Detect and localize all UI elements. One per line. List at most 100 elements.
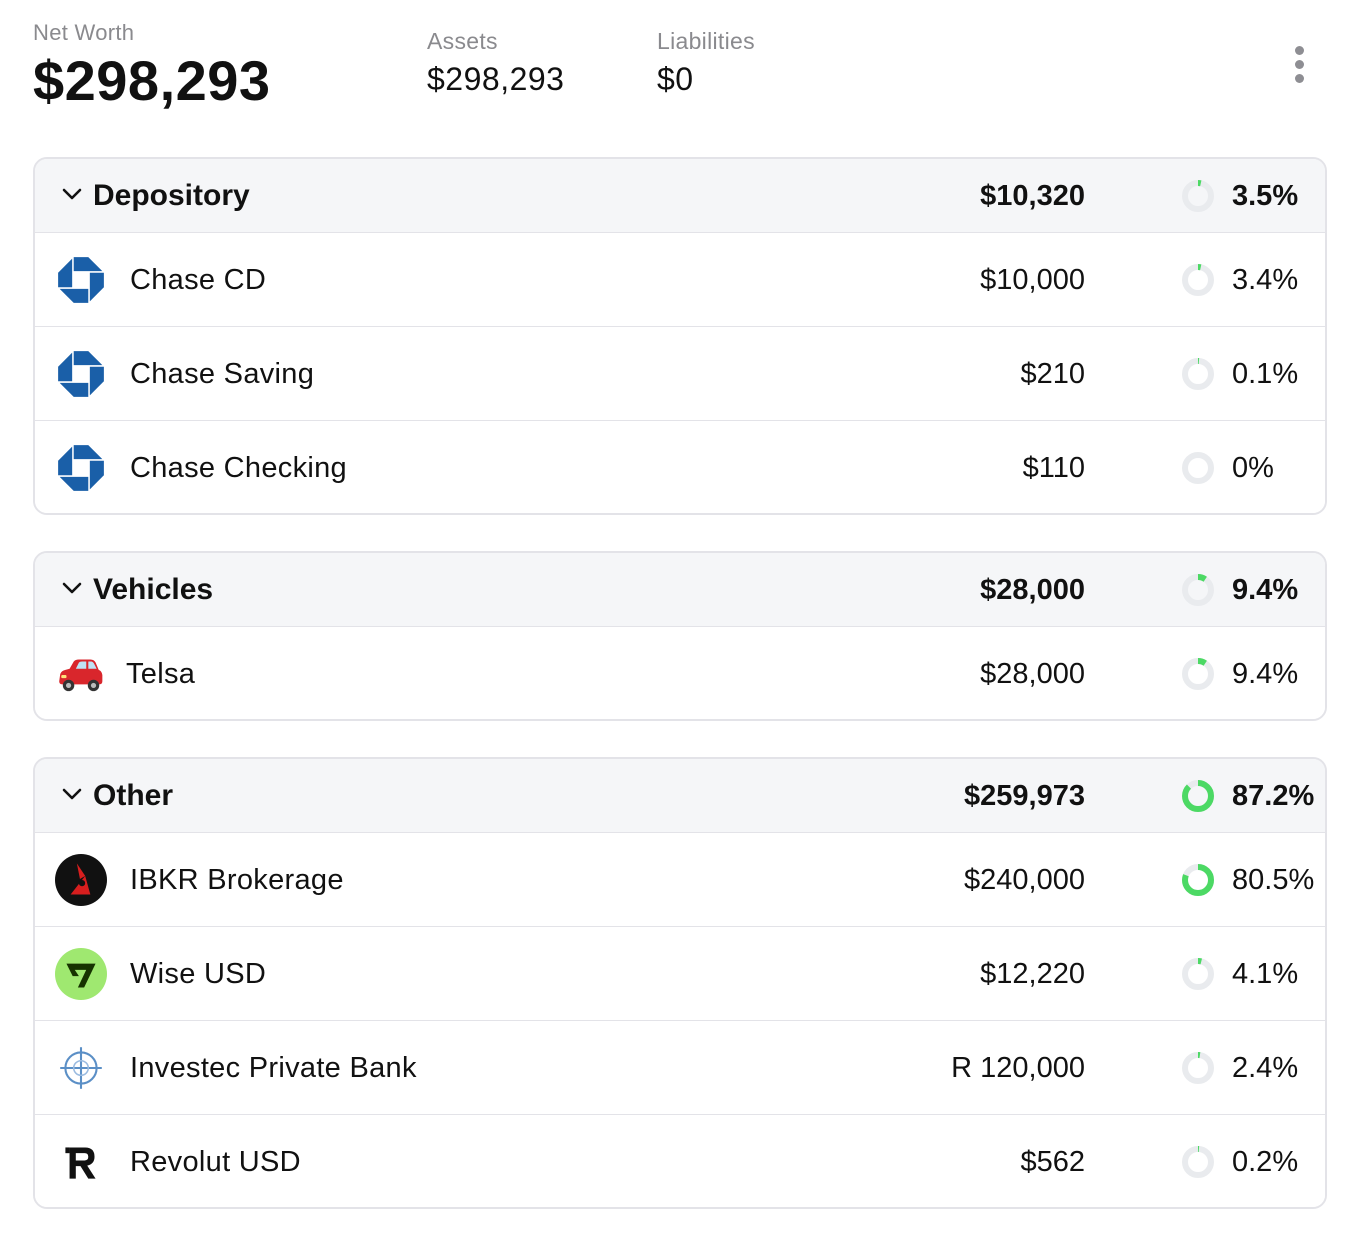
pie-track <box>1182 958 1214 990</box>
group-name: Other <box>93 779 174 812</box>
account-amount: $562 <box>1020 1146 1085 1178</box>
net-worth-block: Net Worth $298,293 <box>33 20 271 113</box>
group-header-vehicles[interactable]: Vehicles $28,000 9.4% <box>35 553 1325 627</box>
account-amount: $110 <box>1022 452 1085 484</box>
account-percent: 4.1% <box>1232 958 1299 990</box>
group-depository: Depository $10,320 3.5% Chase CD $10,000… <box>33 157 1327 515</box>
assets-label: Assets <box>427 28 498 54</box>
account-percent: 80.5% <box>1232 864 1315 896</box>
account-name: Chase Checking <box>130 452 347 484</box>
allocation-pie-icon <box>1182 452 1214 484</box>
account-name: Investec Private Bank <box>130 1052 417 1084</box>
account-row-telsa[interactable]: Telsa $28,000 9.4% <box>35 627 1325 719</box>
account-name: Revolut USD <box>130 1146 301 1178</box>
pie-slice <box>1182 180 1214 212</box>
pie-slice <box>1182 264 1214 296</box>
group-total: $28,000 <box>980 574 1085 606</box>
pie-track <box>1182 1146 1214 1178</box>
pie-slice <box>1182 358 1214 390</box>
account-row-ibkr-brokerage[interactable]: IBKR Brokerage $240,000 80.5% <box>35 833 1325 927</box>
pie-track <box>1182 1052 1214 1084</box>
chevron-down-icon <box>62 582 82 594</box>
group-percent: 3.5% <box>1232 180 1299 212</box>
liabilities-label: Liabilities <box>657 28 755 54</box>
pie-track <box>1182 264 1214 296</box>
allocation-pie-icon <box>1182 1146 1214 1178</box>
allocation-pie-icon <box>1182 180 1214 212</box>
account-row-chase-saving[interactable]: Chase Saving $210 0.1% <box>35 327 1325 421</box>
group-name: Depository <box>93 179 250 212</box>
red-car-icon <box>59 659 103 692</box>
pie-slice <box>1182 1146 1214 1178</box>
allocation-pie-icon <box>1182 1052 1214 1084</box>
group-percent: 9.4% <box>1232 574 1299 606</box>
allocation-pie-icon <box>1182 574 1214 606</box>
allocation-pie-icon <box>1182 658 1214 690</box>
account-name: Chase Saving <box>130 358 315 390</box>
account-amount: $240,000 <box>964 864 1085 896</box>
group-header-depository[interactable]: Depository $10,320 3.5% <box>35 159 1325 233</box>
allocation-pie-icon <box>1182 958 1214 990</box>
account-amount: $210 <box>1020 358 1085 390</box>
allocation-pie-icon <box>1182 864 1214 896</box>
net-worth-summary: Net Worth $298,293 Assets $298,293 Liabi… <box>0 0 1368 130</box>
account-percent: 0.1% <box>1232 358 1299 390</box>
allocation-pie-icon <box>1182 780 1214 812</box>
investec-logo-icon <box>60 1047 102 1089</box>
net-worth-value: $298,293 <box>33 49 271 112</box>
account-row-chase-cd[interactable]: Chase CD $10,000 3.4% <box>35 233 1325 327</box>
chase-logo-icon <box>58 257 104 303</box>
account-row-wise-usd[interactable]: Wise USD $12,220 4.1% <box>35 927 1325 1021</box>
group-total: $259,973 <box>964 780 1085 812</box>
more-dot-icon <box>1295 46 1304 55</box>
group-total: $10,320 <box>980 180 1085 212</box>
account-amount: $12,220 <box>980 958 1085 990</box>
pie-slice <box>1182 658 1214 690</box>
group-other: Other $259,973 87.2% IBKR Brokerage $240… <box>33 757 1327 1209</box>
pie-track <box>1182 574 1214 606</box>
account-percent: 0% <box>1232 452 1274 484</box>
account-name: IBKR Brokerage <box>130 864 344 896</box>
net-worth-label: Net Worth <box>33 20 135 45</box>
pie-slice <box>1182 780 1214 812</box>
account-name: Chase CD <box>130 264 267 296</box>
allocation-pie-icon <box>1182 358 1214 390</box>
more-dot-icon <box>1295 74 1304 83</box>
pie-track <box>1182 358 1214 390</box>
liabilities-block: Liabilities $0 <box>657 28 755 98</box>
account-percent: 0.2% <box>1232 1146 1299 1178</box>
revolut-logo-icon <box>65 1147 96 1179</box>
account-row-revolut-usd[interactable]: Revolut USD $562 0.2% <box>35 1115 1325 1207</box>
group-percent: 87.2% <box>1232 780 1315 812</box>
account-row-investec-private-bank[interactable]: Investec Private Bank R 120,000 2.4% <box>35 1021 1325 1115</box>
pie-track <box>1182 180 1214 212</box>
group-name: Vehicles <box>93 573 214 606</box>
pie-slice <box>1182 574 1214 606</box>
liabilities-value: $0 <box>657 61 694 97</box>
chase-logo-icon <box>58 445 104 491</box>
account-row-chase-checking[interactable]: Chase Checking $110 0% <box>35 421 1325 513</box>
account-percent: 9.4% <box>1232 658 1299 690</box>
wise-logo-icon <box>55 948 107 1000</box>
pie-track <box>1182 658 1214 690</box>
assets-block: Assets $298,293 <box>427 28 564 98</box>
more-dot-icon <box>1295 60 1304 69</box>
account-amount: R 120,000 <box>951 1052 1085 1084</box>
account-name: Telsa <box>126 658 196 690</box>
pie-slice <box>1182 1052 1214 1084</box>
pie-slice <box>1182 958 1214 990</box>
more-options-button[interactable] <box>1282 40 1318 90</box>
pie-slice <box>1182 864 1214 896</box>
chevron-down-icon <box>62 788 82 800</box>
chase-logo-icon <box>58 351 104 397</box>
chevron-down-icon <box>62 188 82 200</box>
account-amount: $28,000 <box>980 658 1085 690</box>
assets-value: $298,293 <box>427 61 565 97</box>
group-header-other[interactable]: Other $259,973 87.2% <box>35 759 1325 833</box>
pie-track <box>1182 452 1214 484</box>
account-percent: 3.4% <box>1232 264 1299 296</box>
allocation-pie-icon <box>1182 264 1214 296</box>
account-percent: 2.4% <box>1232 1052 1299 1084</box>
account-name: Wise USD <box>130 958 267 990</box>
group-vehicles: Vehicles $28,000 9.4% Telsa $28,000 9.4% <box>33 551 1327 721</box>
